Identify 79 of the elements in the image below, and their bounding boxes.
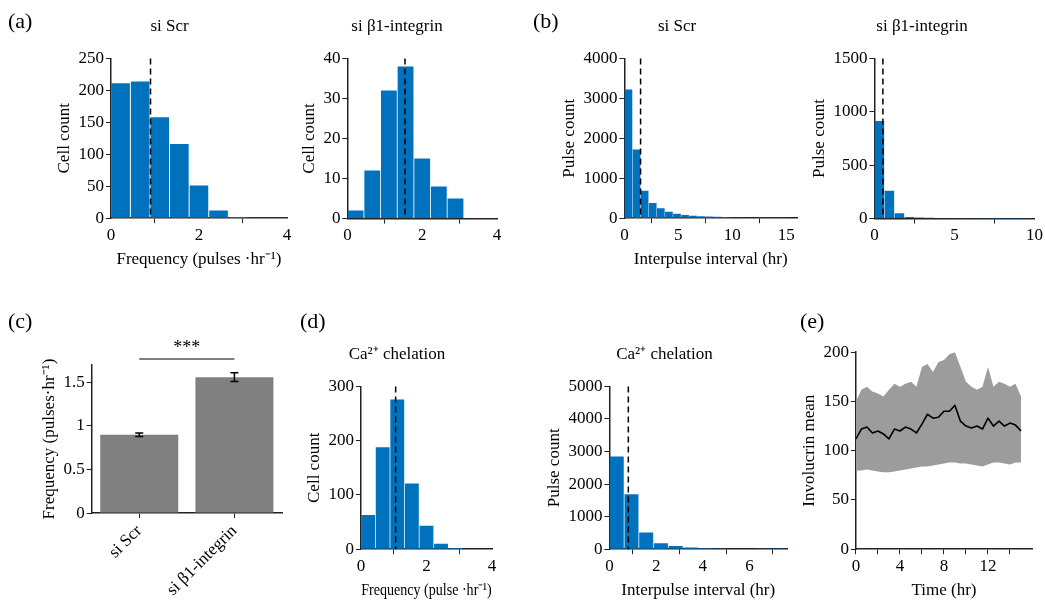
y-tick-label: 300 — [328, 375, 354, 395]
x-tick-label: 5 — [674, 224, 683, 244]
y-tick-label: 1000 — [583, 167, 618, 187]
y-tick-label: 100 — [328, 484, 354, 504]
y-axis-title: Pulse count — [558, 98, 578, 178]
x-axis-title: Interpulse interval (hr) — [633, 249, 788, 269]
text: (c) — [8, 308, 33, 334]
y-tick-label: 0 — [608, 207, 618, 227]
chart-title: si β1-integrin — [351, 15, 444, 35]
y-tick-label: 50 — [831, 489, 849, 509]
y-tick-label: 0 — [76, 502, 85, 522]
y-tick-label: 3000 — [583, 87, 618, 107]
text: (b) — [533, 8, 559, 34]
x-tick-label: 4 — [282, 224, 292, 244]
y-tick-label: 1000 — [568, 506, 603, 526]
text: (a) — [8, 8, 33, 34]
x-tick-label: 12 — [979, 555, 997, 575]
y-tick-label: 1000 — [833, 101, 868, 121]
text: (e) — [800, 308, 825, 334]
y-tick-label: 150 — [823, 390, 849, 410]
y-tick-label: 50 — [86, 175, 104, 195]
x-axis-title: Interpulse interval (hr) — [621, 580, 776, 600]
y-tick-label: 4000 — [568, 408, 603, 428]
x-tick-label: 4 — [895, 555, 905, 575]
x-tick-label: 2 — [422, 555, 431, 575]
y-axis-title: Pulse count — [543, 428, 563, 508]
y-tick-label: 150 — [78, 111, 104, 131]
chart-title: Ca²⁺ chelation — [348, 343, 446, 363]
y-tick-label: 40 — [323, 47, 341, 67]
x-tick-label: 2 — [651, 555, 661, 575]
y-tick-label: 250 — [78, 47, 104, 67]
y-axis-title: Frequency (pulses·hr⁻¹) — [38, 358, 58, 520]
y-tick-label: 5000 — [568, 375, 603, 395]
x-tick-label: 2 — [417, 225, 427, 245]
x-tick-label: 4 — [492, 225, 502, 245]
x-tick-label: 15 — [777, 224, 795, 244]
x-tick-label: 8 — [939, 555, 949, 575]
y-axis-title: Cell count — [53, 102, 73, 174]
y-tick-label: 1 — [76, 415, 85, 435]
y-tick-label: 20 — [323, 127, 341, 147]
y-tick-label: 2000 — [568, 473, 603, 493]
chart-title: Ca²⁺ chelation — [616, 343, 714, 363]
y-tick-label: 200 — [823, 341, 849, 361]
y-tick-label: 2000 — [583, 127, 618, 147]
chart-title: si Scr — [657, 15, 697, 35]
x-tick-label: 2 — [194, 224, 204, 244]
x-tick-label: 5 — [950, 225, 959, 245]
y-tick-label: 200 — [78, 79, 104, 99]
x-tick-label: 4 — [487, 555, 497, 575]
y-tick-label: 200 — [328, 430, 354, 450]
y-axis-title: Involucrin mean — [798, 394, 818, 507]
text: (d) — [300, 308, 326, 334]
y-tick-label: 30 — [323, 87, 341, 107]
x-axis-title: Frequency (pulses ·hr⁻¹) — [116, 249, 282, 269]
y-tick-label: 100 — [78, 143, 104, 163]
x-axis-title: Time (hr) — [911, 580, 977, 600]
chart-title: si β1-integrin — [876, 15, 969, 35]
x-tick-label: si Scr — [104, 520, 146, 562]
x-tick-label: 6 — [745, 555, 754, 575]
x-tick-label: 10 — [723, 224, 741, 244]
y-axis-title: Cell count — [303, 432, 323, 503]
y-tick-label: 100 — [823, 440, 849, 460]
y-tick-label: 0 — [95, 207, 104, 227]
y-tick-label: 3000 — [568, 440, 603, 460]
y-tick-label: 4000 — [583, 47, 618, 67]
x-tick-label: 4 — [698, 555, 708, 575]
y-tick-label: 1500 — [833, 47, 868, 67]
y-tick-label: 0 — [331, 208, 341, 228]
y-axis-title: Cell count — [298, 103, 318, 174]
y-tick-label: 10 — [323, 168, 341, 188]
y-axis-title: Pulse count — [808, 98, 828, 178]
text: *** — [173, 337, 201, 357]
x-tick-label: 10 — [1026, 225, 1043, 245]
y-tick-label: 0.5 — [63, 458, 85, 478]
y-tick-label: 500 — [841, 154, 868, 174]
y-tick-label: 1.5 — [63, 371, 85, 391]
y-tick-label: 0 — [858, 208, 868, 228]
x-axis-title: Frequency (pulse ·hr⁻¹) — [361, 580, 492, 600]
chart-title: si Scr — [150, 15, 189, 35]
